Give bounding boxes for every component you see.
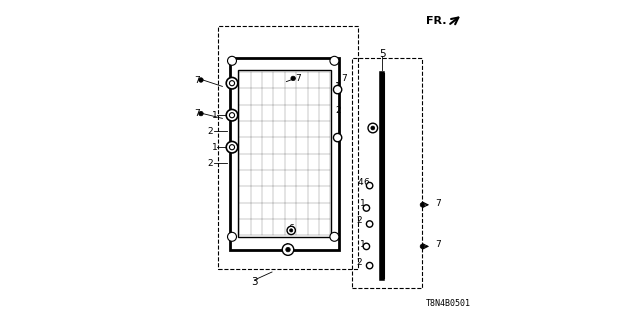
Bar <box>218 26 358 269</box>
Circle shape <box>291 76 296 81</box>
Text: 4: 4 <box>357 178 363 187</box>
Circle shape <box>368 123 378 133</box>
Text: 6: 6 <box>289 224 294 233</box>
Text: 2: 2 <box>356 216 362 225</box>
Circle shape <box>230 145 235 150</box>
Circle shape <box>332 234 338 240</box>
Text: 7: 7 <box>341 74 347 83</box>
Circle shape <box>198 111 204 116</box>
Text: 7: 7 <box>436 199 441 208</box>
Text: 2: 2 <box>356 258 362 267</box>
Circle shape <box>227 77 238 89</box>
Circle shape <box>367 221 372 227</box>
Circle shape <box>364 205 370 211</box>
Text: 1: 1 <box>212 111 217 120</box>
Text: 1: 1 <box>335 82 341 91</box>
Circle shape <box>330 56 339 65</box>
Circle shape <box>228 56 237 65</box>
Text: 2: 2 <box>208 159 213 168</box>
Text: FR.: FR. <box>426 16 447 26</box>
Circle shape <box>420 203 425 207</box>
Text: 1: 1 <box>360 240 366 249</box>
Text: 5: 5 <box>379 49 386 60</box>
Bar <box>239 70 332 237</box>
Text: 1: 1 <box>212 143 217 152</box>
Bar <box>230 58 339 250</box>
Text: 4: 4 <box>284 244 289 252</box>
Text: 3: 3 <box>251 276 258 287</box>
Circle shape <box>227 141 238 153</box>
Circle shape <box>229 234 236 240</box>
Circle shape <box>289 229 293 232</box>
Text: 7: 7 <box>194 109 200 118</box>
Circle shape <box>287 226 296 235</box>
Text: 2: 2 <box>335 106 341 115</box>
Circle shape <box>228 232 237 241</box>
Bar <box>352 58 422 288</box>
Circle shape <box>282 244 294 255</box>
Circle shape <box>332 58 338 64</box>
Text: 7: 7 <box>295 74 300 83</box>
Text: 2: 2 <box>208 127 213 136</box>
Circle shape <box>333 133 342 142</box>
Circle shape <box>285 247 291 252</box>
Circle shape <box>371 126 375 130</box>
Text: 6: 6 <box>364 178 369 187</box>
Circle shape <box>367 262 372 269</box>
Circle shape <box>230 113 235 118</box>
Circle shape <box>333 85 342 94</box>
Circle shape <box>330 232 339 241</box>
Text: 7: 7 <box>436 240 441 249</box>
Circle shape <box>227 109 238 121</box>
Circle shape <box>367 182 372 189</box>
Text: T8N4B0501: T8N4B0501 <box>426 300 470 308</box>
Circle shape <box>420 244 425 249</box>
Circle shape <box>198 78 204 82</box>
Text: 7: 7 <box>194 76 200 84</box>
Circle shape <box>230 81 235 86</box>
Circle shape <box>364 243 370 250</box>
Text: 1: 1 <box>360 199 366 208</box>
Circle shape <box>229 58 236 64</box>
